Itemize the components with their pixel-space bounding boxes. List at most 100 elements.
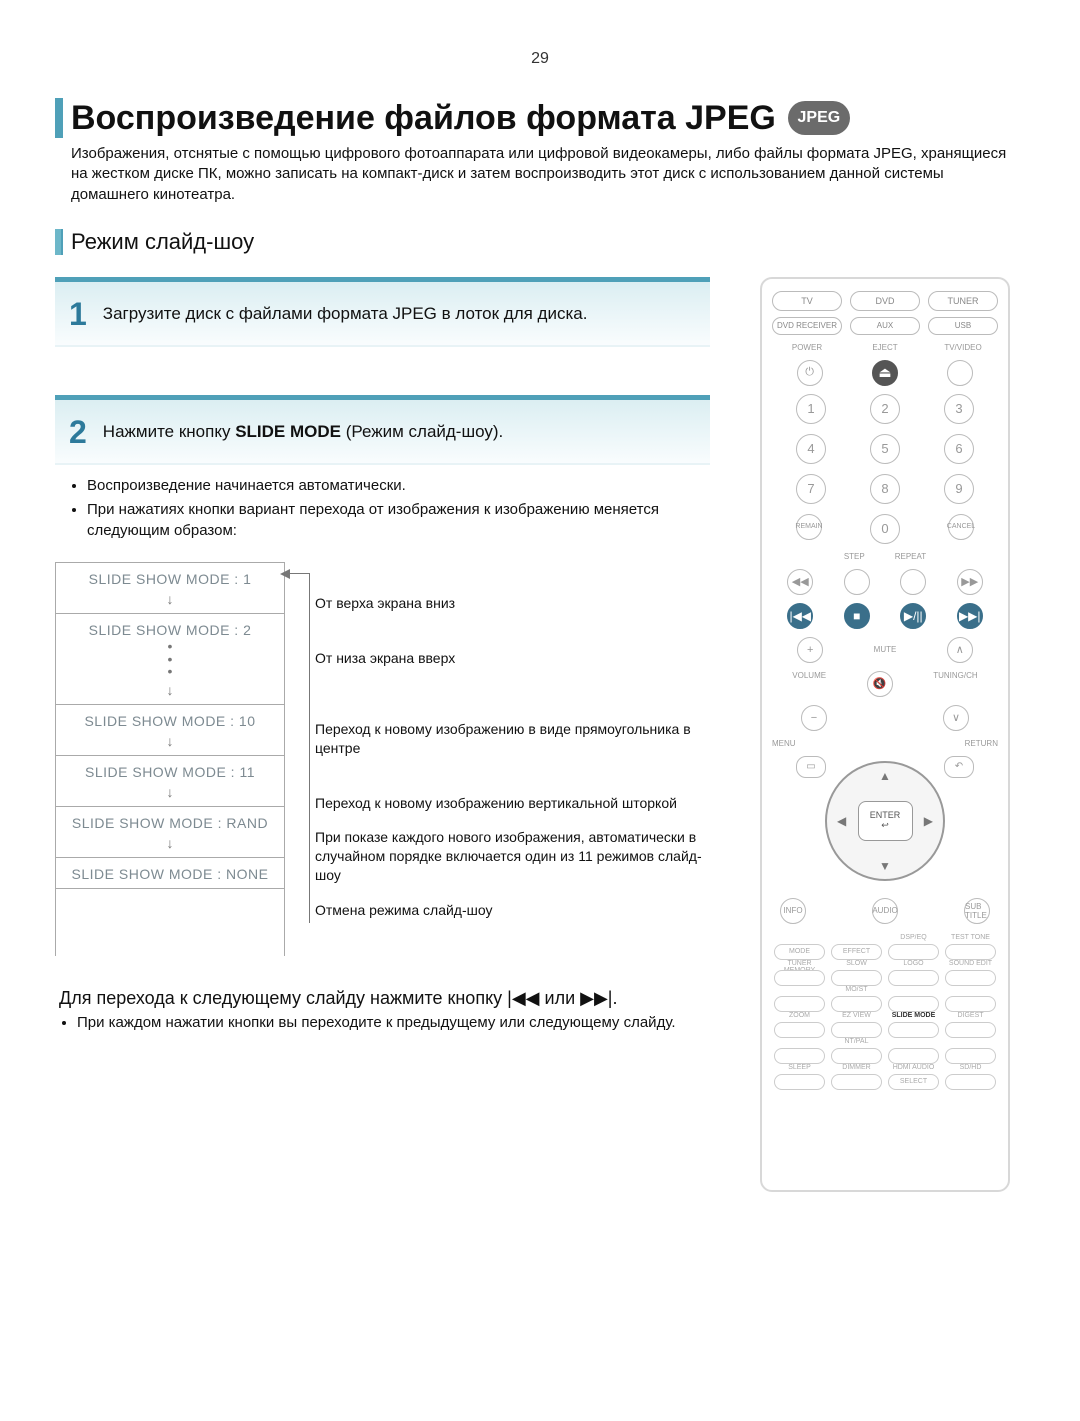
btn[interactable] (774, 996, 825, 1012)
effect-button[interactable]: EFFECT (831, 944, 882, 960)
subheading: Режим слайд-шоу (71, 229, 254, 255)
eject-label: EJECT (850, 343, 920, 352)
mode-none-label: SLIDE SHOW MODE : NONE (72, 866, 269, 882)
dpad-down[interactable]: ▼ (879, 859, 891, 873)
power-button[interactable]: ⏻ (797, 360, 823, 386)
select-button[interactable]: SELECT (888, 1074, 939, 1090)
dvd-receiver-button[interactable]: DVD RECEIVER (772, 317, 842, 335)
lbl: TEST TONE (945, 934, 996, 944)
num-4[interactable]: 4 (796, 434, 826, 464)
nav-bullet: При каждом нажатии кнопки вы переходите … (77, 1014, 710, 1031)
vol-row-3: − ∨ (772, 705, 998, 731)
vol-down-button[interactable]: − (801, 705, 827, 731)
step-button[interactable] (844, 569, 870, 595)
logo-button[interactable] (888, 970, 939, 986)
desc-rand: При показе каждого нового изображения, а… (315, 828, 710, 885)
enter-button[interactable]: ENTER ↩ (858, 801, 913, 841)
dvd-button[interactable]: DVD (850, 291, 920, 311)
mode-button[interactable]: MODE (774, 944, 825, 960)
lbl: DIGEST (945, 1012, 996, 1022)
bullet-1: Воспроизведение начинается автоматически… (87, 475, 710, 497)
vol-up-button[interactable]: + (797, 637, 823, 663)
cancel-button[interactable]: CANCEL (948, 514, 974, 540)
mode-descriptions: От верха экрана вниз От низа экрана ввер… (315, 562, 710, 956)
soundedit-button[interactable] (945, 970, 996, 986)
subtitle-button[interactable]: SUB TITLE (964, 898, 990, 924)
most-button[interactable] (831, 996, 882, 1012)
tvvideo-button[interactable] (947, 360, 973, 386)
remote-control: TV DVD TUNER DVD RECEIVER AUX USB POWER … (760, 277, 1010, 1192)
slide-mode-button[interactable] (888, 1022, 939, 1038)
num-5[interactable]: 5 (870, 434, 900, 464)
num-7[interactable]: 7 (796, 474, 826, 504)
lbl: MO/ST (831, 986, 882, 996)
lbl: DIMMER (831, 1064, 882, 1074)
ch-down-button[interactable]: ∨ (943, 705, 969, 731)
return-button[interactable]: ↶ (944, 756, 974, 778)
desc-1: От верха экрана вниз (315, 594, 710, 613)
stop-button[interactable]: ■ (844, 603, 870, 629)
menu-return-labels: MENU RETURN (772, 739, 998, 748)
lbl: SLOW (831, 960, 882, 970)
play-pause-button[interactable]: ▶/|| (900, 603, 926, 629)
next-button[interactable]: ▶▶| (957, 603, 983, 629)
mute-button[interactable]: 🔇 (867, 671, 893, 697)
mode-column: SLIDE SHOW MODE : 1 ↓ SLIDE SHOW MODE : … (55, 562, 285, 956)
zoom-button[interactable] (774, 1022, 825, 1038)
dspeq-button[interactable] (888, 944, 939, 960)
repeat-button[interactable] (900, 569, 926, 595)
lbl: DSP/EQ (888, 934, 939, 944)
desc-none: Отмена режима слайд-шоу (315, 901, 710, 920)
btn[interactable] (945, 1048, 996, 1064)
slow-button[interactable] (831, 970, 882, 986)
num-9[interactable]: 9 (944, 474, 974, 504)
arrow-down-icon: ↓ (167, 835, 174, 851)
audio-button[interactable]: AUDIO (872, 898, 898, 924)
dimmer-button[interactable] (831, 1074, 882, 1090)
info-button[interactable]: INFO (780, 898, 806, 924)
num-0[interactable]: 0 (870, 514, 900, 544)
num-1[interactable]: 1 (796, 394, 826, 424)
dpad-left[interactable]: ◀ (837, 814, 846, 828)
sleep-button[interactable] (774, 1074, 825, 1090)
num-2[interactable]: 2 (870, 394, 900, 424)
btn[interactable] (945, 996, 996, 1012)
step-2-post: (Режим слайд-шоу). (341, 422, 503, 441)
remain-button[interactable]: REMAIN (796, 514, 822, 540)
btn[interactable] (888, 1048, 939, 1064)
step-2-bold: SLIDE MODE (235, 422, 341, 441)
step-label: STEP (844, 552, 865, 561)
tv-button[interactable]: TV (772, 291, 842, 311)
sdhd-button[interactable] (945, 1074, 996, 1090)
mode-10-label: SLIDE SHOW MODE : 10 (84, 713, 255, 729)
testtone-button[interactable] (945, 944, 996, 960)
menu-label: MENU (772, 739, 796, 748)
num-8[interactable]: 8 (870, 474, 900, 504)
ezview-button[interactable] (831, 1022, 882, 1038)
jpeg-badge: JPEG (788, 101, 850, 135)
eject-button[interactable]: ⏏ (872, 360, 898, 386)
tuner-button[interactable]: TUNER (928, 291, 998, 311)
subheading-row: Режим слайд-шоу (55, 229, 1025, 255)
num-3[interactable]: 3 (944, 394, 974, 424)
ntpal-button[interactable] (831, 1048, 882, 1064)
arrow-down-icon: ↓ (167, 784, 174, 800)
rewind-button[interactable]: ◀◀ (787, 569, 813, 595)
fastfwd-button[interactable]: ▶▶ (957, 569, 983, 595)
bottom-grid-labels-2: TUNER MEMORY SLOW LOGO SOUND EDIT (774, 960, 996, 970)
bullet-2: При нажатиях кнопки вариант перехода от … (87, 499, 710, 543)
ch-up-button[interactable]: ∧ (947, 637, 973, 663)
tunermem-button[interactable] (774, 970, 825, 986)
num-6[interactable]: 6 (944, 434, 974, 464)
usb-button[interactable]: USB (928, 317, 998, 335)
prev-button[interactable]: |◀◀ (787, 603, 813, 629)
bottom-grid-labels-4: ZOOM EZ VIEW SLIDE MODE DIGEST (774, 1012, 996, 1022)
aux-button[interactable]: AUX (850, 317, 920, 335)
digest-button[interactable] (945, 1022, 996, 1038)
btn[interactable] (774, 1048, 825, 1064)
dpad-up[interactable]: ▲ (879, 769, 891, 783)
dpad-right[interactable]: ▶ (924, 814, 933, 828)
btn[interactable] (888, 996, 939, 1012)
page-number: 29 (55, 50, 1025, 68)
menu-button[interactable]: ▭ (796, 756, 826, 778)
